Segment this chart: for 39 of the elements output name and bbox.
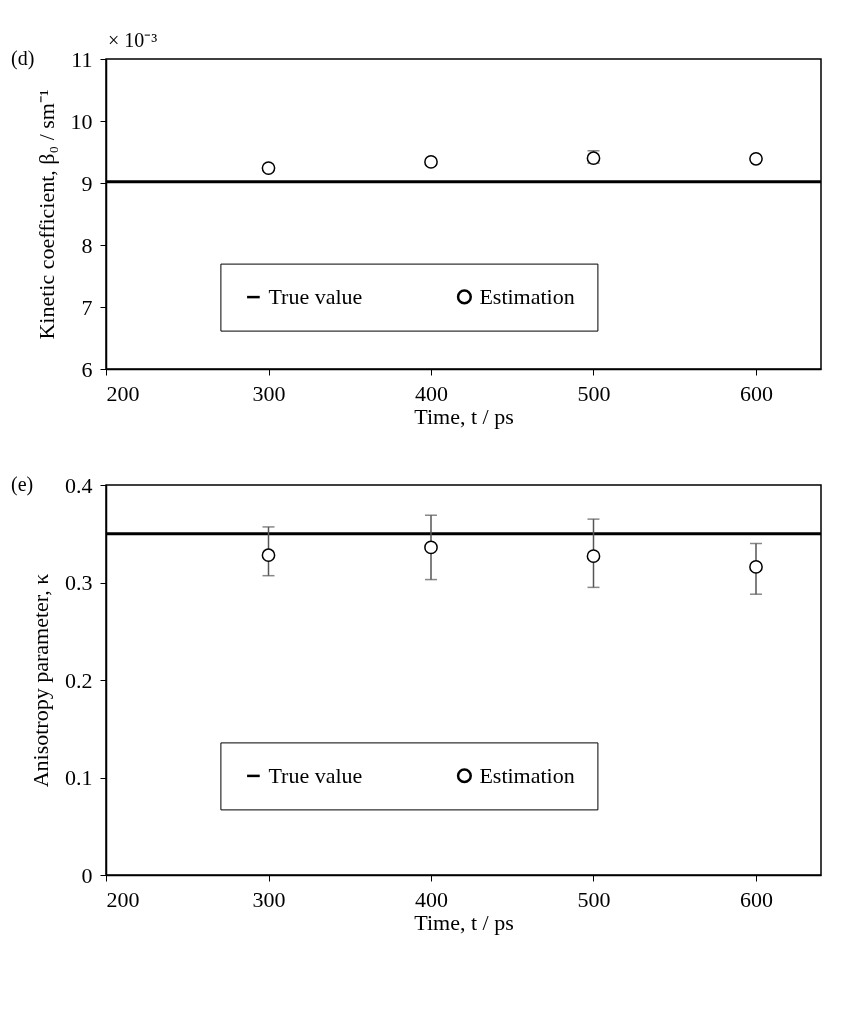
- text: (d): [11, 47, 35, 70]
- x-tick-label: 500: [577, 886, 611, 912]
- x-tick-label: 300: [252, 886, 286, 912]
- y-axis-title: Anisotropy parameter, κ: [28, 573, 53, 788]
- point: [424, 155, 438, 169]
- point: [424, 540, 438, 555]
- x-tick-label: 500: [577, 380, 611, 406]
- legend-label: True value: [268, 284, 363, 310]
- x-tick-label: 600: [740, 380, 773, 406]
- point: [749, 560, 763, 574]
- y-tick-label: 6: [81, 356, 93, 382]
- x-axis-title: Time, t / ps: [414, 403, 514, 429]
- y-tick-label: 0.1: [65, 765, 93, 790]
- y-tick-label: 10: [70, 108, 93, 134]
- point: [749, 151, 763, 166]
- point: [261, 161, 276, 175]
- legend-label: True value: [268, 762, 363, 788]
- y-tick-label: 9: [81, 170, 93, 196]
- y-tick-label: 11: [71, 46, 93, 72]
- x-tick-label: 400: [415, 886, 448, 912]
- y-tick-label: 8: [81, 232, 93, 258]
- point: [586, 549, 601, 564]
- x-tick-label: 200: [106, 380, 140, 406]
- x-tick-label: 600: [740, 886, 773, 912]
- x-axis-title: Time, t / ps: [414, 909, 514, 935]
- legend-label: Estimation: [479, 762, 575, 788]
- legend-label: Estimation: [479, 283, 575, 309]
- x-tick-label: 200: [106, 886, 140, 912]
- y-tick-label: 7: [81, 294, 93, 320]
- x-tick-label: 400: [415, 380, 448, 406]
- y-tick-label: 0.2: [65, 667, 93, 693]
- point: [261, 548, 276, 563]
- y-axis-title: Kinetic coefficient, β₀ / sm⁻¹: [33, 89, 59, 340]
- y-tick-label: 0.3: [65, 570, 93, 595]
- text: (e): [11, 473, 34, 496]
- y-tick-label: 0.4: [65, 472, 93, 498]
- y-tick-label: 0: [81, 862, 93, 888]
- text: × 10⁻³: [108, 29, 158, 51]
- x-tick-label: 300: [252, 380, 286, 406]
